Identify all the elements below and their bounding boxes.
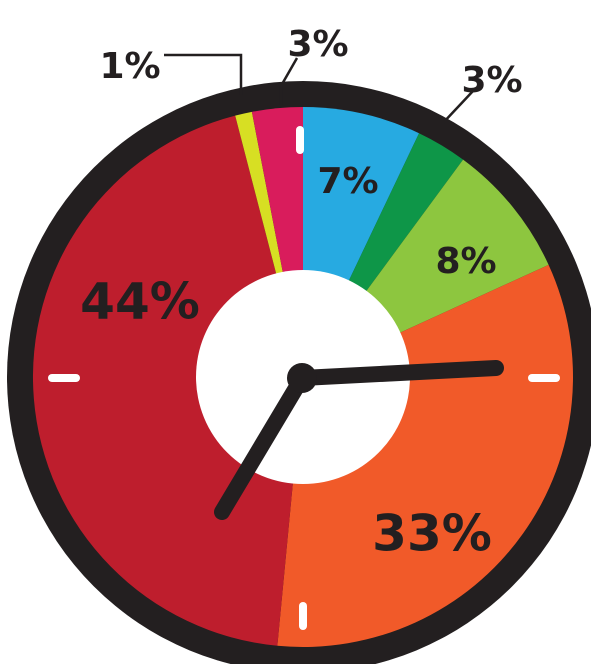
slice-label-1: 3% [461,60,522,101]
slice-label-6: 3% [287,24,348,65]
slice-label-2: 8% [435,241,496,282]
slice-label-3: 33% [372,505,492,563]
slice-label-4: 44% [80,273,200,331]
clock-ticks [48,126,560,630]
slice-label-5: 1% [99,46,160,87]
leader-lines [164,53,474,125]
clock-hands [214,360,504,520]
slice-label-0: 7% [317,161,378,202]
minute-hand [294,360,504,386]
pie-slice-4 [32,115,303,646]
hands-pivot [287,363,317,393]
slice-labels: 7% 3% 8% 33% 44% 1% 3% [80,24,522,563]
hour-hand [214,370,310,520]
leader-line-1pct [164,53,243,95]
leader-line-3pct-top [279,57,299,105]
leader-line-3pct-right [441,90,474,125]
